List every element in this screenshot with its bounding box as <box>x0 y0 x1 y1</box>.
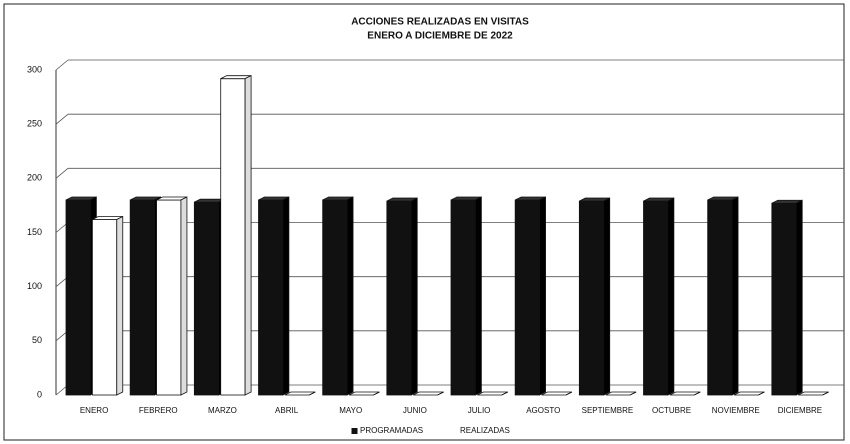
bar-front <box>386 200 412 396</box>
bar <box>322 196 354 396</box>
bar-side <box>346 196 354 396</box>
bar <box>386 197 418 396</box>
x-tick-label: JULIO <box>468 406 491 415</box>
legend-label: PROGRAMADAS <box>360 426 423 435</box>
bar-side <box>309 391 316 396</box>
x-tick-label: DICIEMBRE <box>778 406 822 415</box>
y-tick-label: 250 <box>27 119 42 129</box>
bar <box>541 391 573 396</box>
bar-side <box>474 196 482 396</box>
x-tick-label: MARZO <box>208 406 237 415</box>
bar-front <box>707 199 733 396</box>
bar-side <box>244 75 252 396</box>
bar <box>284 391 316 396</box>
y-tick-label: 300 <box>27 64 42 74</box>
bar-side <box>116 215 124 396</box>
legend-swatch <box>351 428 358 434</box>
bar <box>707 196 739 396</box>
chart-title: ACCIONES REALIZADAS EN VISITAS <box>351 17 529 28</box>
bar-side <box>282 196 290 396</box>
legend-label: REALIZADAS <box>460 426 510 435</box>
bar-side <box>565 391 573 396</box>
bar-front <box>322 199 348 396</box>
bar-side <box>822 391 829 396</box>
x-tick-label: OCTUBRE <box>652 406 691 415</box>
bar-side <box>501 391 508 396</box>
y-tick-label: 50 <box>32 335 42 345</box>
bar-side <box>603 197 611 396</box>
bar-side <box>694 391 701 396</box>
bar <box>578 197 611 396</box>
bar-front <box>771 202 797 396</box>
grid-line <box>55 168 69 179</box>
bar-side <box>180 196 188 396</box>
x-tick-label: NOVIEMBRE <box>712 406 760 415</box>
bar <box>771 199 803 396</box>
bar <box>477 391 508 396</box>
bar <box>193 198 226 396</box>
bar-side <box>373 391 380 396</box>
x-tick-label: FEBRERO <box>139 406 178 415</box>
x-tick-label: JUNIO <box>403 406 427 415</box>
bar-side <box>731 196 739 396</box>
y-tick-label: 100 <box>27 281 42 291</box>
bar-front <box>129 199 155 396</box>
bar-side <box>667 197 675 396</box>
x-tick-label: ABRIL <box>275 406 299 415</box>
y-tick-label: 200 <box>27 173 42 183</box>
frame <box>3 3 845 441</box>
bar-front <box>258 199 284 396</box>
bar-side <box>437 391 444 396</box>
bar-side <box>758 391 765 396</box>
x-tick-label: AGOSTO <box>526 406 560 415</box>
bar <box>129 196 161 396</box>
bar <box>91 215 124 396</box>
y-tick-label: 0 <box>37 389 42 399</box>
bar <box>733 391 765 396</box>
bar-front <box>156 199 182 396</box>
bar <box>258 196 290 396</box>
x-tick-label: SEPTIEMBRE <box>582 406 634 415</box>
bar-front <box>65 199 91 396</box>
y-tick-label: 150 <box>27 227 42 237</box>
x-tick-label: ENERO <box>80 406 108 415</box>
bar <box>514 196 546 396</box>
bar <box>220 75 252 396</box>
bar-front <box>220 78 246 396</box>
bar <box>605 391 637 396</box>
bar-side <box>795 199 803 396</box>
grid-line <box>55 113 69 125</box>
chart-subtitle: ENERO A DICIEMBRE DE 2022 <box>367 31 513 42</box>
bar-front <box>578 200 605 396</box>
bar-front <box>514 199 540 396</box>
bar-front <box>643 200 669 396</box>
bar <box>643 197 675 396</box>
bar-side <box>410 197 418 396</box>
bar-side <box>629 391 637 396</box>
legend-swatch <box>451 428 458 434</box>
bar <box>450 196 482 396</box>
bar <box>156 196 188 396</box>
bar <box>798 391 829 396</box>
bar-front <box>193 201 220 396</box>
bar-front <box>91 219 118 396</box>
x-tick-label: MAYO <box>339 406 362 415</box>
bar <box>669 391 701 396</box>
bar-front <box>450 199 476 396</box>
bar <box>413 391 444 396</box>
bar-side <box>539 196 546 396</box>
grid-line <box>55 59 69 71</box>
bar <box>65 196 97 396</box>
bar <box>348 391 380 396</box>
